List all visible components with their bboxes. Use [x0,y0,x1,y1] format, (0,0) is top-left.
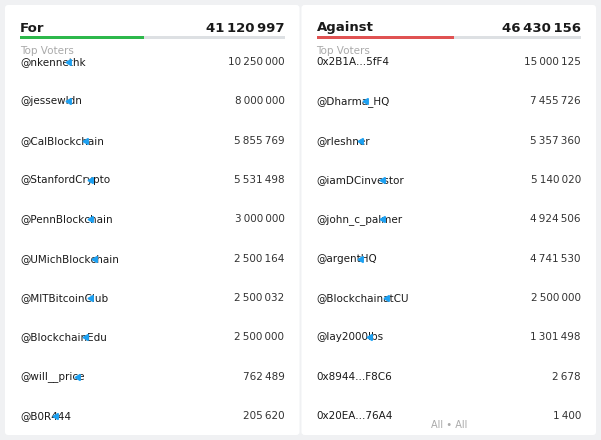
Bar [20,36,284,39]
Text: 205 620: 205 620 [243,411,284,421]
Text: 7 455 726: 7 455 726 [530,96,581,106]
Text: Against: Against [317,22,373,34]
Text: 5 531 498: 5 531 498 [234,175,284,185]
Text: @B0R444: @B0R444 [20,411,71,421]
Bar [317,36,454,39]
Text: 2 678: 2 678 [552,372,581,381]
Text: For: For [20,22,44,34]
Text: 3 000 000: 3 000 000 [234,214,284,224]
Text: 15 000 125: 15 000 125 [524,57,581,67]
Text: 5 855 769: 5 855 769 [234,136,284,146]
Text: 5 357 360: 5 357 360 [531,136,581,146]
Text: 0x8944...F8C6: 0x8944...F8C6 [317,372,392,381]
Text: 0x2B1A...5fF4: 0x2B1A...5fF4 [317,57,389,67]
Text: 10 250 000: 10 250 000 [228,57,284,67]
Text: 1 301 498: 1 301 498 [531,332,581,342]
Text: 46 430 156: 46 430 156 [502,22,581,34]
Text: @UMichBlockchain: @UMichBlockchain [20,254,119,264]
Text: @iamDCinvestor: @iamDCinvestor [317,175,404,185]
Text: @nkennethk: @nkennethk [20,57,85,67]
Text: @BlockchainEdu: @BlockchainEdu [20,332,107,342]
Text: 0x20EA...76A4: 0x20EA...76A4 [317,411,393,421]
Text: Top Voters: Top Voters [317,46,370,56]
Text: @BlockchainatCU: @BlockchainatCU [317,293,409,303]
Text: 2 500 164: 2 500 164 [234,254,284,264]
Text: 2 500 000: 2 500 000 [234,332,284,342]
Text: @PennBlockchain: @PennBlockchain [20,214,112,224]
Text: 8 000 000: 8 000 000 [234,96,284,106]
Bar [317,36,581,39]
Text: @john_c_palmer: @john_c_palmer [317,214,403,225]
Text: Top Voters: Top Voters [20,46,74,56]
Text: 2 500 032: 2 500 032 [234,293,284,303]
FancyBboxPatch shape [5,5,299,435]
Text: @rleshner: @rleshner [317,136,370,146]
Text: 1 400: 1 400 [553,411,581,421]
Text: 5 140 020: 5 140 020 [531,175,581,185]
Text: @CalBlockchain: @CalBlockchain [20,136,104,146]
FancyBboxPatch shape [302,5,596,435]
Text: 762 489: 762 489 [243,372,284,381]
Text: @MITBitcoinClub: @MITBitcoinClub [20,293,108,303]
Text: @lay2000lbs: @lay2000lbs [317,332,383,342]
Text: 4 741 530: 4 741 530 [531,254,581,264]
Bar [20,36,144,39]
Text: All • All: All • All [430,420,467,430]
Text: @will__price: @will__price [20,371,85,382]
Text: 4 924 506: 4 924 506 [531,214,581,224]
Text: @Dharma_HQ: @Dharma_HQ [317,96,390,107]
Text: @StanfordCrypto: @StanfordCrypto [20,175,110,185]
Text: @argentHQ: @argentHQ [317,254,377,264]
Text: 2 500 000: 2 500 000 [531,293,581,303]
Text: 41 120 997: 41 120 997 [206,22,284,34]
Text: @jessewldn: @jessewldn [20,96,82,106]
